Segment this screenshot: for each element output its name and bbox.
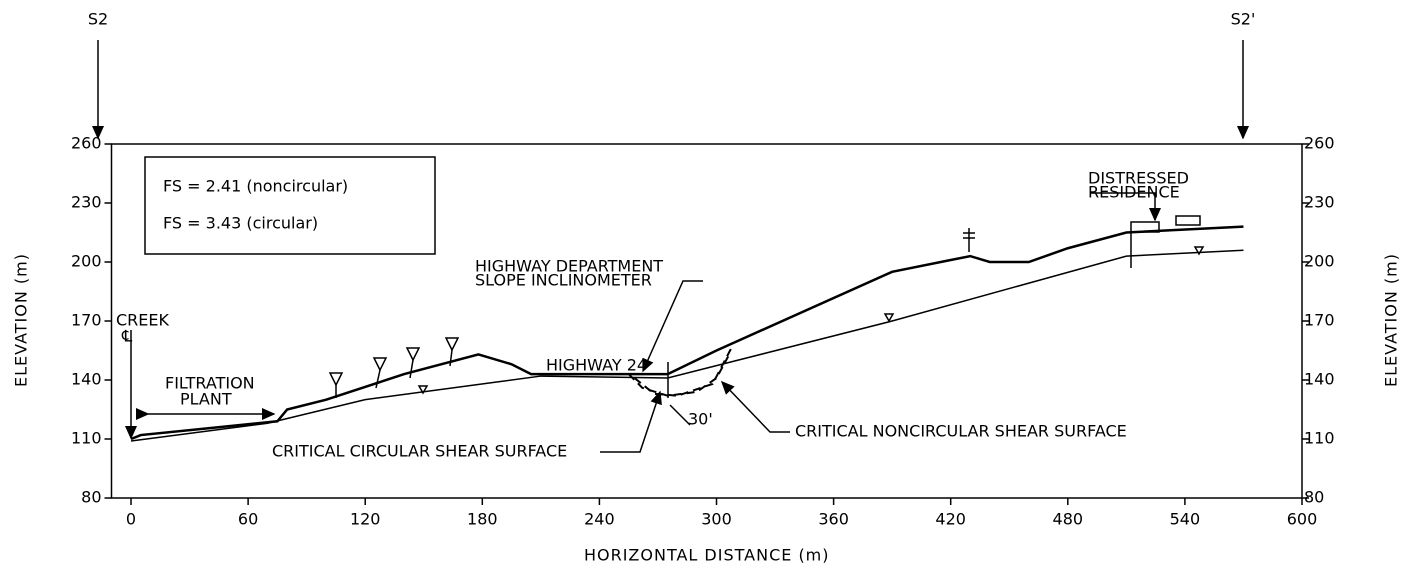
y2-tick-label: 200 (1304, 252, 1335, 271)
annotation: SLOPE INCLINOMETER (475, 271, 652, 290)
x-tick-label: 180 (467, 510, 498, 529)
y2-tick-label: 110 (1304, 429, 1335, 448)
x-tick-label: 540 (1170, 510, 1201, 529)
y-tick-label: 110 (71, 429, 102, 448)
annotation: RESIDENCE (1088, 183, 1180, 202)
x-tick-label: 240 (584, 510, 615, 529)
y-tick-label: 230 (71, 193, 102, 212)
y-tick-label: 200 (71, 252, 102, 271)
section-marker: S2' (1231, 10, 1256, 29)
section-marker: S2 (88, 10, 108, 29)
y2-tick-label: 170 (1304, 311, 1335, 330)
profile-line (635, 347, 733, 396)
y2-tick-label: 260 (1304, 134, 1335, 153)
annotation: PLANT (180, 390, 232, 409)
x-tick-label: 480 (1053, 510, 1084, 529)
y2-tick-label: 230 (1304, 193, 1335, 212)
x-axis-label: HORIZONTAL DISTANCE (m) (584, 546, 830, 565)
chart: 0 60 120 180 240 300 360 420 480 540 600 80 110 140 17… (0, 0, 1413, 575)
y-tick-label: 140 (71, 370, 102, 389)
fs-box (145, 157, 435, 254)
annotation: CRITICAL CIRCULAR SHEAR SURFACE (272, 442, 567, 461)
x-tick-label: 60 (238, 510, 258, 529)
y-tick-label: 80 (81, 488, 101, 507)
decor (98, 40, 1243, 452)
y-axis-label: ELEVATION (m) (12, 253, 31, 387)
y2-tick-label: 80 (1304, 488, 1324, 507)
annotation: CRITICAL NONCIRCULAR SHEAR SURFACE (795, 422, 1127, 441)
annotation: FS = 2.41 (noncircular) (163, 177, 348, 196)
x-tick-label: 360 (818, 510, 849, 529)
x-tick-label: 600 (1287, 510, 1318, 529)
x-tick-label: 120 (350, 510, 381, 529)
y-tick-label: 260 (71, 134, 102, 153)
annotation: HIGHWAY 24 (546, 356, 647, 375)
profile-line (131, 227, 1243, 439)
annotation: FS = 3.43 (circular) (163, 214, 318, 233)
y2-tick-label: 140 (1304, 370, 1335, 389)
annotation: 30' (688, 410, 713, 429)
y-tick-label: 170 (71, 311, 102, 330)
x-tick-label: 0 (126, 510, 136, 529)
x-tick-label: 420 (935, 510, 966, 529)
annotation: ℄ (121, 327, 133, 346)
x-tick-label: 300 (701, 510, 732, 529)
y2-axis-label: ELEVATION (m) (1382, 253, 1401, 387)
